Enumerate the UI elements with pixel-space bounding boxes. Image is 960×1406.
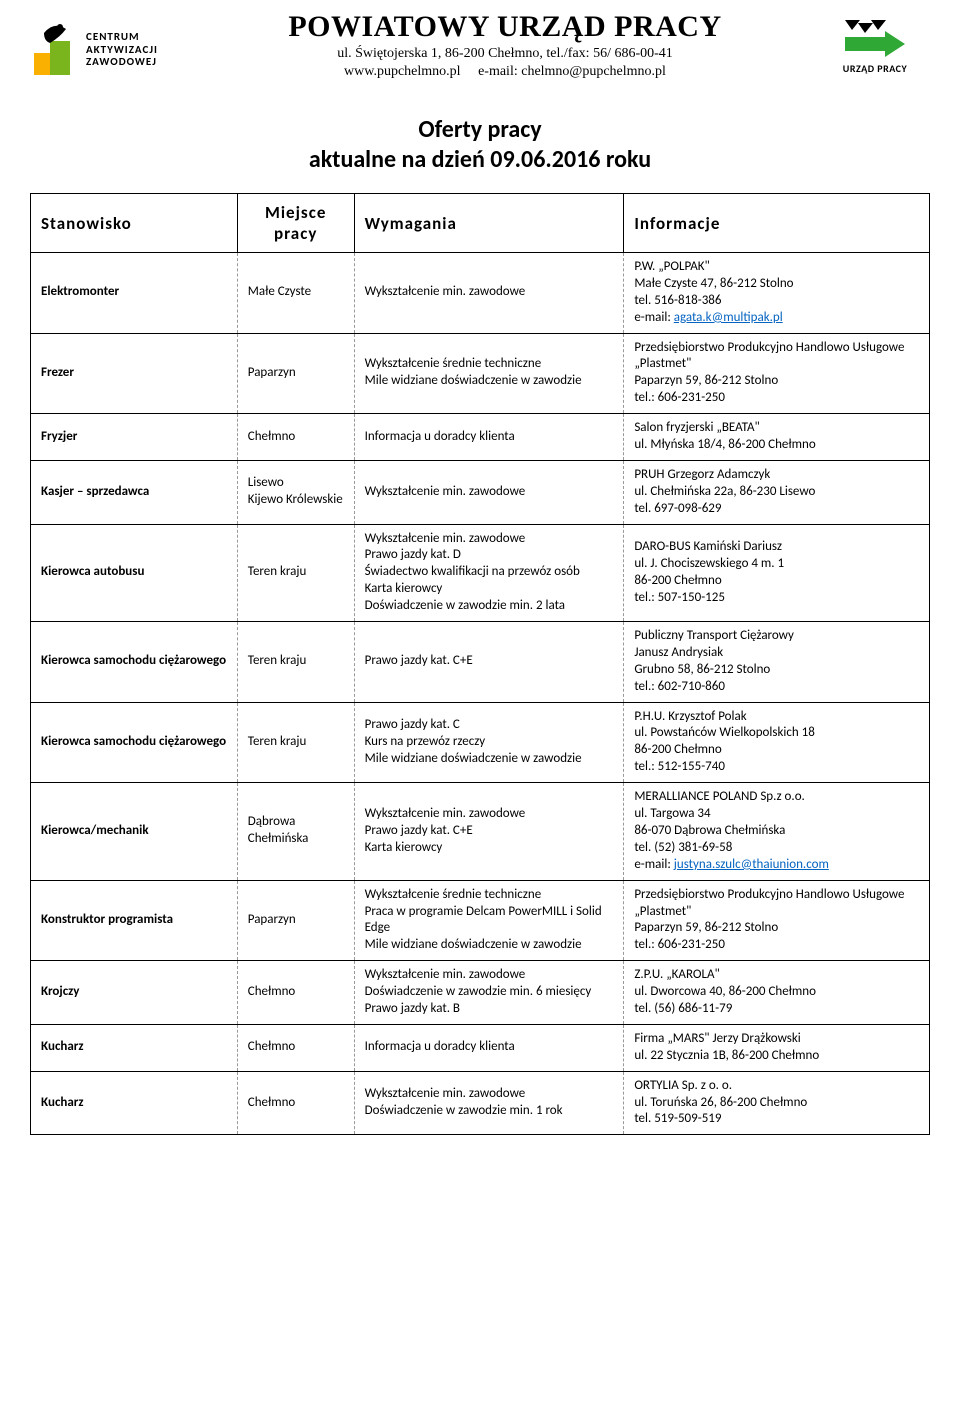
cell-informacje: PRUH Grzegorz Adamczykul. Chełmińska 22a…: [624, 460, 930, 524]
cell-miejsce: LisewoKijewo Królewskie: [237, 460, 354, 524]
cell-wymagania: Wykształcenie średnie technicznePraca w …: [354, 880, 624, 961]
table-row: Kierowca samochodu ciężarowegoTeren kraj…: [31, 702, 930, 783]
table-header-row: Stanowisko Miejsce pracy Wymagania Infor…: [31, 194, 930, 253]
caz-logo-icon: [30, 23, 80, 78]
cell-miejsce: Teren kraju: [237, 702, 354, 783]
table-row: ElektromonterMałe CzysteWykształcenie mi…: [31, 253, 930, 334]
col-stanowisko: Stanowisko: [31, 194, 238, 253]
cell-wymagania: Prawo jazdy kat. C+E: [354, 622, 624, 703]
logo-left: CENTRUM AKTYWIZACJI ZAWODOWEJ: [30, 10, 190, 90]
cell-stanowisko: Krojczy: [31, 961, 238, 1025]
cell-informacje: MERALLIANCE POLAND Sp.z o.o.ul. Targowa …: [624, 783, 930, 880]
table-row: Kierowca autobusuTeren krajuWykształceni…: [31, 524, 930, 621]
table-row: Konstruktor programistaPaparzynWykształc…: [31, 880, 930, 961]
cell-wymagania: Wykształcenie min. zawodowe: [354, 460, 624, 524]
cell-informacje: DARO-BUS Kamiński Dariuszul. J. Chocisze…: [624, 524, 930, 621]
table-row: Kierowca/mechanikDąbrowa ChełmińskaWyksz…: [31, 783, 930, 880]
cell-wymagania: Wykształcenie min. zawodowe: [354, 253, 624, 334]
cell-informacje: Z.P.U. „KAROLA"ul. Dworcowa 40, 86-200 C…: [624, 961, 930, 1025]
header-email: e-mail: chelmno@pupchelmno.pl: [478, 64, 666, 79]
cell-informacje: ORTYLIA Sp. z o. o.ul. Toruńska 26, 86-2…: [624, 1071, 930, 1135]
logo-left-line1: CENTRUM: [86, 31, 158, 44]
table-row: KucharzChełmnoInformacja u doradcy klien…: [31, 1024, 930, 1071]
col-wymagania: Wymagania: [354, 194, 624, 253]
cell-miejsce: Małe Czyste: [237, 253, 354, 334]
cell-wymagania: Prawo jazdy kat. CKurs na przewóz rzeczy…: [354, 702, 624, 783]
cell-wymagania: Wykształcenie min. zawodoweDoświadczenie…: [354, 961, 624, 1025]
cell-miejsce: Paparzyn: [237, 333, 354, 414]
page-title-line2: aktualne na dzień 09.06.2016 roku: [309, 145, 651, 174]
cell-wymagania: Wykształcenie średnie techniczneMile wid…: [354, 333, 624, 414]
cell-wymagania: Wykształcenie min. zawodoweDoświadczenie…: [354, 1071, 624, 1135]
cell-informacje: P.H.U. Krzysztof Polakul. Powstańców Wie…: [624, 702, 930, 783]
cell-stanowisko: Kucharz: [31, 1024, 238, 1071]
col-miejsce: Miejsce pracy: [237, 194, 354, 253]
cell-stanowisko: Kucharz: [31, 1071, 238, 1135]
cell-stanowisko: Elektromonter: [31, 253, 238, 334]
cell-stanowisko: Kierowca samochodu ciężarowego: [31, 702, 238, 783]
logo-left-line3: ZAWODOWEJ: [86, 56, 158, 69]
cell-miejsce: Paparzyn: [237, 880, 354, 961]
header-title: POWIATOWY URZĄD PRACY: [190, 10, 820, 44]
cell-miejsce: Chełmno: [237, 1071, 354, 1135]
cell-stanowisko: Kierowca/mechanik: [31, 783, 238, 880]
cell-stanowisko: Kierowca samochodu ciężarowego: [31, 622, 238, 703]
header-website: www.pupchelmno.pl: [344, 64, 461, 79]
document-header: CENTRUM AKTYWIZACJI ZAWODOWEJ POWIATOWY …: [30, 10, 930, 90]
cell-wymagania: Wykształcenie min. zawodowePrawo jazdy k…: [354, 783, 624, 880]
cell-stanowisko: Fryzjer: [31, 414, 238, 461]
urzad-pracy-icon: [840, 15, 910, 60]
cell-miejsce: Teren kraju: [237, 524, 354, 621]
cell-miejsce: Teren kraju: [237, 622, 354, 703]
table-row: KucharzChełmnoWykształcenie min. zawodow…: [31, 1071, 930, 1135]
cell-stanowisko: Kasjer – sprzedawca: [31, 460, 238, 524]
col-informacje: Informacje: [624, 194, 930, 253]
cell-stanowisko: Frezer: [31, 333, 238, 414]
cell-wymagania: Wykształcenie min. zawodowePrawo jazdy k…: [354, 524, 624, 621]
cell-miejsce: Chełmno: [237, 1024, 354, 1071]
col-miejsce-l1: Miejsce: [265, 202, 326, 223]
col-miejsce-l2: pracy: [274, 223, 317, 244]
cell-informacje: Przedsiębiorstwo Produkcyjno Handlowo Us…: [624, 333, 930, 414]
header-address: ul. Świętojerska 1, 86-200 Chełmno, tel.…: [190, 46, 820, 62]
page-title: Oferty pracy aktualne na dzień 09.06.201…: [30, 115, 930, 175]
table-row: Kasjer – sprzedawcaLisewoKijewo Królewsk…: [31, 460, 930, 524]
cell-stanowisko: Konstruktor programista: [31, 880, 238, 961]
table-row: FryzjerChełmnoInformacja u doradcy klien…: [31, 414, 930, 461]
table-row: Kierowca samochodu ciężarowegoTeren kraj…: [31, 622, 930, 703]
cell-wymagania: Informacja u doradcy klienta: [354, 414, 624, 461]
cell-miejsce: Chełmno: [237, 961, 354, 1025]
table-row: KrojczyChełmnoWykształcenie min. zawodow…: [31, 961, 930, 1025]
cell-miejsce: Chełmno: [237, 414, 354, 461]
table-row: FrezerPaparzynWykształcenie średnie tech…: [31, 333, 930, 414]
page-title-line1: Oferty pracy: [418, 115, 541, 144]
header-center: POWIATOWY URZĄD PRACY ul. Świętojerska 1…: [190, 10, 820, 80]
logo-right: URZĄD PRACY: [820, 10, 930, 80]
cell-miejsce: Dąbrowa Chełmińska: [237, 783, 354, 880]
header-contact: www.pupchelmno.pl e-mail: chelmno@pupche…: [190, 64, 820, 80]
cell-informacje: Przedsiębiorstwo Produkcyjno Handlowo Us…: [624, 880, 930, 961]
jobs-table: Stanowisko Miejsce pracy Wymagania Infor…: [30, 193, 930, 1135]
cell-informacje: P.W. „POLPAK"Małe Czyste 47, 86-212 Stol…: [624, 253, 930, 334]
cell-informacje: Publiczny Transport CiężarowyJanusz Andr…: [624, 622, 930, 703]
cell-informacje: Firma „MARS" Jerzy Drążkowskiul. 22 Styc…: [624, 1024, 930, 1071]
cell-stanowisko: Kierowca autobusu: [31, 524, 238, 621]
cell-wymagania: Informacja u doradcy klienta: [354, 1024, 624, 1071]
logo-right-text: URZĄD PRACY: [843, 62, 907, 75]
cell-informacje: Salon fryzjerski „BEATA"ul. Młyńska 18/4…: [624, 414, 930, 461]
